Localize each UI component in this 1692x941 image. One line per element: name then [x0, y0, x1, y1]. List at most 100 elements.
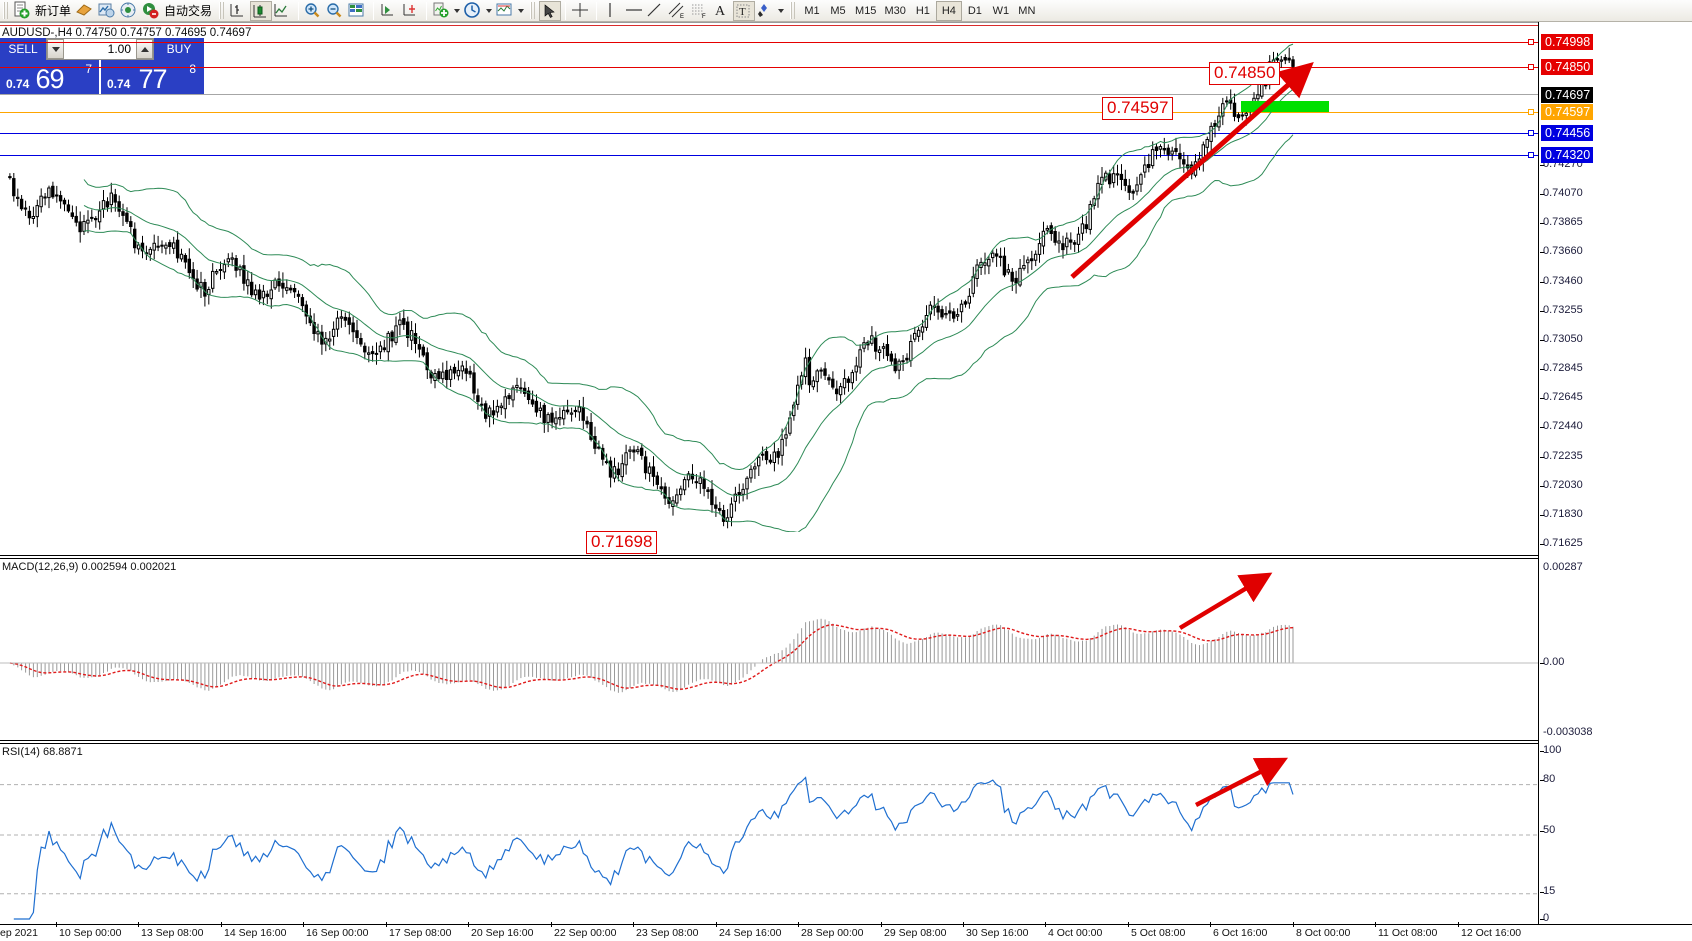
cursor-icon[interactable]: [539, 0, 562, 21]
indicators-icon[interactable]: [431, 1, 453, 21]
market-watch-icon[interactable]: [347, 1, 369, 21]
zoom-in-icon[interactable]: [303, 1, 325, 21]
time-tick-mark: [551, 922, 552, 927]
timeframe-grip[interactable]: [790, 2, 798, 19]
annotation-label[interactable]: 0.74597: [1102, 97, 1174, 120]
expert-advisors-icon[interactable]: [75, 1, 97, 21]
line-chart-icon[interactable]: [272, 1, 294, 21]
price-line-handle-074597[interactable]: [1528, 109, 1534, 115]
price-line-074998[interactable]: [0, 42, 1538, 43]
price-scale[interactable]: 0.74270 0.74070 0.73865 0.73660 0.73460 0.732…: [1538, 22, 1692, 941]
timeframe-m30[interactable]: M30: [884, 4, 906, 17]
rsi-tick-mark: [1540, 751, 1544, 752]
sell-price-prefix: 0.74: [6, 77, 30, 91]
buy-price[interactable]: 0.74 77 8: [101, 60, 204, 94]
new-order-icon[interactable]: [12, 1, 34, 21]
horizontal-line-icon[interactable]: [623, 1, 645, 21]
price-line-074320[interactable]: [0, 155, 1538, 156]
volume-stepper[interactable]: 1.00: [46, 38, 154, 60]
time-tick: 13 Sep 08:00: [138, 922, 203, 939]
time-tick-mark: [1210, 922, 1211, 927]
tools-grip[interactable]: [530, 2, 538, 19]
periods-icon[interactable]: [463, 1, 485, 21]
volume-value[interactable]: 1.00: [107, 42, 131, 56]
price-tick: 0.72030: [1540, 479, 1583, 491]
templates-icon[interactable]: [495, 1, 517, 21]
time-axis[interactable]: ep 2021 10 Sep 00:00 13 Sep 08:00 14 Sep 16…: [0, 922, 1692, 941]
sell-price[interactable]: 0.74 69 7: [0, 60, 99, 94]
crosshair-icon[interactable]: [570, 1, 592, 21]
zoom-out-icon[interactable]: [325, 1, 347, 21]
price-level-badge-074697[interactable]: 0.74697: [1541, 87, 1594, 103]
text-label-icon[interactable]: A: [711, 1, 733, 21]
toolbar-separator-2: [373, 1, 375, 20]
chart-shift-icon[interactable]: [400, 1, 422, 21]
indicators-dropdown-icon[interactable]: [454, 8, 461, 13]
chart-area[interactable]: AUDUSD-,H4 0.74750 0.74757 0.74695 0.746…: [0, 22, 1692, 941]
periods-dropdown-icon[interactable]: [486, 8, 493, 13]
new-order-label[interactable]: 新订单: [35, 4, 72, 18]
price-tick: 0.72845: [1540, 362, 1583, 374]
price-line-074597[interactable]: [0, 112, 1538, 113]
one-click-trade-panel[interactable]: SELL 1.00 BUY 0.74 69 7 0.74 77 8: [0, 38, 204, 94]
equidistant-channel-icon[interactable]: E: [667, 1, 689, 21]
highlight-rectangle[interactable]: [1241, 101, 1329, 112]
timeframe-m1[interactable]: M1: [804, 4, 820, 17]
shapes-icon[interactable]: [755, 1, 777, 21]
toolbar-grip[interactable]: [3, 2, 10, 19]
volume-decrease-button[interactable]: [47, 39, 64, 59]
timeframe-h4[interactable]: H4: [935, 0, 962, 21]
price-level-badge-074456[interactable]: 0.74456: [1541, 125, 1594, 141]
trendline-icon[interactable]: [645, 1, 667, 21]
timeframe-w1[interactable]: W1: [992, 4, 1010, 17]
price-line-074456[interactable]: [0, 133, 1538, 134]
time-tick: 4 Oct 00:00: [1045, 922, 1102, 939]
shapes-dropdown-icon[interactable]: [778, 8, 785, 13]
price-line-handle-074998[interactable]: [1528, 39, 1534, 45]
price-level-badge-074998[interactable]: 0.74998: [1541, 34, 1594, 50]
data-window-icon[interactable]: [97, 1, 119, 21]
price-tick-mark: [1540, 281, 1544, 283]
bar-chart-icon[interactable]: [228, 1, 250, 21]
chart-type-grip[interactable]: [219, 2, 227, 19]
time-tick: 23 Sep 08:00: [633, 922, 698, 939]
price-level-badge-074850[interactable]: 0.74850: [1541, 59, 1594, 75]
symbol-ohlc-label: AUDUSD-,H4 0.74750 0.74757 0.74695 0.746…: [2, 27, 252, 39]
macd-tick: 0.00287: [1543, 561, 1583, 573]
timeframe-m5[interactable]: M5: [830, 4, 846, 17]
timeframe-mn[interactable]: MN: [1018, 4, 1036, 17]
time-tick: 12 Oct 16:00: [1458, 922, 1521, 939]
time-tick-mark: [1375, 922, 1376, 927]
price-tick-mark: [1540, 485, 1544, 487]
timeframe-d1[interactable]: D1: [967, 4, 982, 17]
time-tick-mark: [963, 922, 964, 927]
text-icon[interactable]: T: [733, 0, 756, 21]
price-tick-mark: [1540, 339, 1544, 341]
macd-pane-top-border: [0, 555, 1538, 556]
volume-increase-button[interactable]: [136, 39, 153, 59]
timeframe-m15[interactable]: M15: [855, 4, 877, 17]
vertical-line-icon[interactable]: [601, 1, 623, 21]
price-line-handle-074320[interactable]: [1528, 152, 1534, 158]
scroll-end-icon[interactable]: [378, 1, 400, 21]
price-level-badge-074597[interactable]: 0.74597: [1541, 104, 1594, 120]
price-line-074850[interactable]: [0, 67, 1538, 68]
sell-button[interactable]: SELL: [0, 38, 46, 60]
price-line-handle-074850[interactable]: [1528, 64, 1534, 70]
annotation-label[interactable]: 0.71698: [586, 531, 658, 554]
candlestick-chart-icon[interactable]: [250, 0, 273, 21]
time-tick-mark: [1458, 922, 1459, 927]
svg-text:T: T: [739, 6, 746, 18]
trade-panel-top-row: SELL 1.00 BUY: [0, 38, 204, 60]
timeframe-h1[interactable]: H1: [915, 4, 930, 17]
price-level-badge-074320[interactable]: 0.74320: [1541, 147, 1594, 163]
autotrading-label[interactable]: 自动交易: [164, 4, 213, 18]
buy-button[interactable]: BUY: [154, 38, 204, 60]
navigator-icon[interactable]: [119, 1, 141, 21]
price-line-handle-074456[interactable]: [1528, 130, 1534, 136]
svg-text:F: F: [702, 14, 706, 19]
templates-dropdown-icon[interactable]: [518, 8, 525, 13]
fibonacci-icon[interactable]: F: [689, 1, 711, 21]
annotation-label[interactable]: 0.74850: [1209, 62, 1281, 85]
autotrading-icon[interactable]: [141, 1, 163, 21]
